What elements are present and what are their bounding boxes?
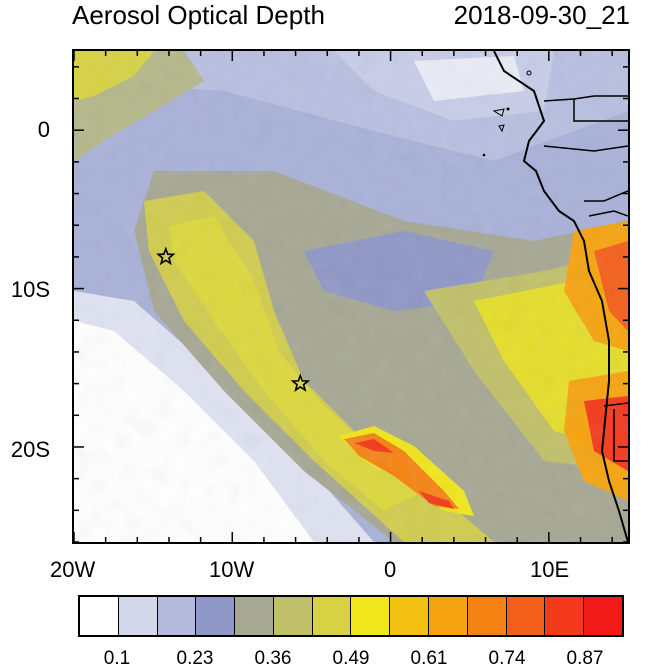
lat-label-0: 0 <box>37 117 50 142</box>
border-botswana <box>613 409 628 462</box>
map-timestamp: 2018-09-30_21 <box>453 0 630 30</box>
marker-layer <box>156 246 311 392</box>
lat-label-20s: 20S <box>10 437 50 462</box>
colorbar-swatch <box>157 597 197 635</box>
lon-label-10e: 10E <box>530 557 570 582</box>
border-cameroon <box>573 99 628 122</box>
colorbar-swatch <box>196 597 236 635</box>
colorbar-swatch <box>312 597 352 635</box>
colorbar-label: 0.1 <box>103 648 131 669</box>
tick-marks <box>74 51 628 542</box>
aod-texture <box>74 51 628 542</box>
lon-label-20w: 20W <box>50 557 96 582</box>
colorbar-label: 0.61 <box>410 648 448 669</box>
colorbar-label: 0.23 <box>176 648 214 669</box>
colorbar-label: 0.74 <box>488 648 526 669</box>
map-panel <box>72 49 630 544</box>
lat-label-10s: 10S <box>10 277 50 302</box>
island-bioko <box>492 108 505 117</box>
colorbar-swatch <box>351 597 391 635</box>
colorbar-swatch <box>506 597 546 635</box>
border-namibia <box>603 402 628 407</box>
colorbar-swatch <box>390 597 430 635</box>
colorbar-swatch <box>273 597 313 635</box>
colorbar-swatch <box>467 597 507 635</box>
colorbar-swatch <box>80 597 119 635</box>
border-congo <box>584 190 628 202</box>
station-star-1 <box>156 246 176 266</box>
lon-label-0: 0 <box>384 557 397 582</box>
border-gabon <box>543 145 628 152</box>
colorbar-swatch <box>118 597 158 635</box>
island-annobon <box>482 153 486 157</box>
colorbar-swatch <box>545 597 585 635</box>
colorbar-label: 0.49 <box>332 648 370 669</box>
border-drc <box>588 210 628 217</box>
colorbar-swatch <box>429 597 468 635</box>
colorbar-label: 0.87 <box>566 648 604 669</box>
island-small-2 <box>526 70 532 76</box>
colorbar <box>78 595 624 637</box>
colorbar-label: 0.36 <box>254 648 292 669</box>
station-star-2 <box>290 373 311 392</box>
colorbar-swatch <box>235 597 274 635</box>
island-sao-tome <box>498 124 505 133</box>
border-north <box>543 95 628 102</box>
map-title: Aerosol Optical Depth <box>72 0 325 30</box>
lon-label-10w: 10W <box>209 557 255 582</box>
coastline <box>493 51 628 542</box>
island-small-1 <box>506 107 510 111</box>
aod-field <box>74 51 628 542</box>
colorbar-swatch <box>584 597 622 635</box>
